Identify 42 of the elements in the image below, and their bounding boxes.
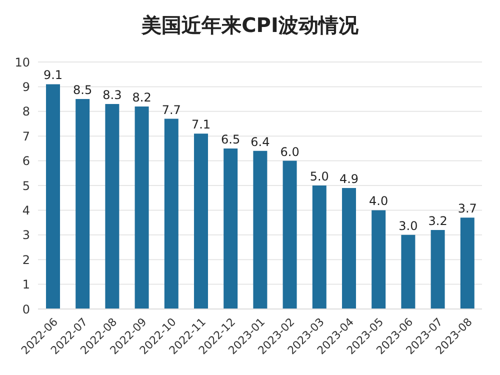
y-tick-label: 6 — [22, 154, 30, 168]
bar — [401, 234, 416, 309]
data-label: 7.7 — [162, 102, 181, 117]
data-label: 3.0 — [398, 218, 418, 233]
y-tick-label: 10 — [14, 55, 30, 70]
bar — [105, 104, 120, 309]
y-tick-label: 2 — [22, 252, 30, 267]
y-tick-label: 4 — [22, 203, 30, 218]
bar — [46, 84, 60, 309]
data-label: 6.4 — [250, 134, 270, 149]
data-label: 3.2 — [428, 214, 448, 228]
data-label: 8.5 — [73, 83, 92, 98]
data-label: 6.5 — [221, 132, 240, 146]
bar — [282, 160, 297, 309]
y-tick-label: 7 — [22, 129, 30, 144]
bar — [342, 188, 356, 309]
bar — [194, 134, 208, 309]
y-tick-label: 1 — [22, 278, 30, 292]
y-tick-label: 5 — [22, 178, 30, 193]
data-label: 7.1 — [191, 118, 211, 132]
bar — [430, 230, 445, 309]
y-tick-label: 3 — [22, 228, 30, 242]
data-label: 4.9 — [339, 172, 359, 186]
bar — [76, 99, 90, 309]
bar — [460, 218, 474, 309]
bar — [134, 106, 149, 309]
data-label: 8.3 — [102, 88, 122, 102]
data-label: 9.1 — [43, 68, 63, 82]
data-label: 3.7 — [458, 202, 477, 216]
chart-title: 美国近年来CPI波动情况 — [140, 12, 360, 39]
bar — [224, 148, 238, 309]
bar — [312, 186, 326, 309]
y-tick-label: 9 — [22, 80, 30, 94]
bar — [253, 150, 268, 309]
data-label: 4.0 — [369, 194, 388, 208]
y-tick-label: 8 — [22, 104, 30, 119]
bar — [164, 118, 178, 309]
bar — [372, 210, 386, 309]
data-label: 8.2 — [132, 90, 152, 104]
data-label: 6.0 — [280, 144, 300, 159]
y-tick-label: 0 — [22, 302, 30, 316]
data-label: 5.0 — [310, 170, 329, 184]
